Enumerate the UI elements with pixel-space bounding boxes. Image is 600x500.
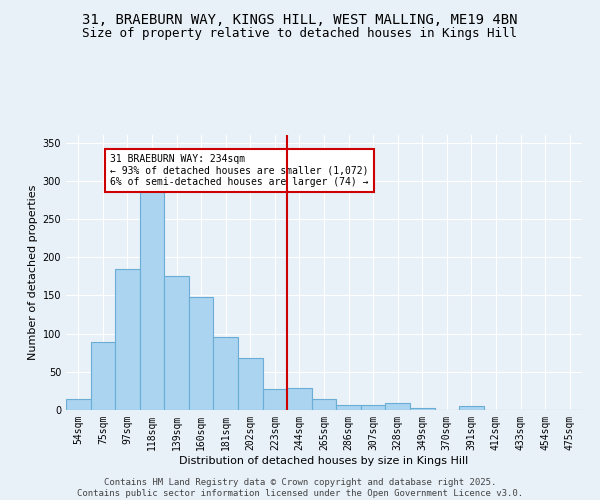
Bar [287, 388, 312, 410]
Bar [312, 398, 336, 410]
Text: 31, BRAEBURN WAY, KINGS HILL, WEST MALLING, ME19 4BN: 31, BRAEBURN WAY, KINGS HILL, WEST MALLI… [82, 12, 518, 26]
Bar [140, 188, 164, 410]
Bar [164, 276, 189, 410]
Bar [410, 408, 434, 410]
Bar [66, 400, 91, 410]
X-axis label: Distribution of detached houses by size in Kings Hill: Distribution of detached houses by size … [179, 456, 469, 466]
Bar [91, 342, 115, 410]
Bar [361, 404, 385, 410]
Bar [115, 268, 140, 410]
Text: 31 BRAEBURN WAY: 234sqm
← 93% of detached houses are smaller (1,072)
6% of semi-: 31 BRAEBURN WAY: 234sqm ← 93% of detache… [110, 154, 369, 188]
Bar [189, 297, 214, 410]
Bar [238, 358, 263, 410]
Bar [336, 406, 361, 410]
Bar [459, 406, 484, 410]
Bar [385, 403, 410, 410]
Bar [214, 338, 238, 410]
Text: Contains HM Land Registry data © Crown copyright and database right 2025.
Contai: Contains HM Land Registry data © Crown c… [77, 478, 523, 498]
Y-axis label: Number of detached properties: Number of detached properties [28, 185, 38, 360]
Bar [263, 390, 287, 410]
Text: Size of property relative to detached houses in Kings Hill: Size of property relative to detached ho… [83, 28, 517, 40]
